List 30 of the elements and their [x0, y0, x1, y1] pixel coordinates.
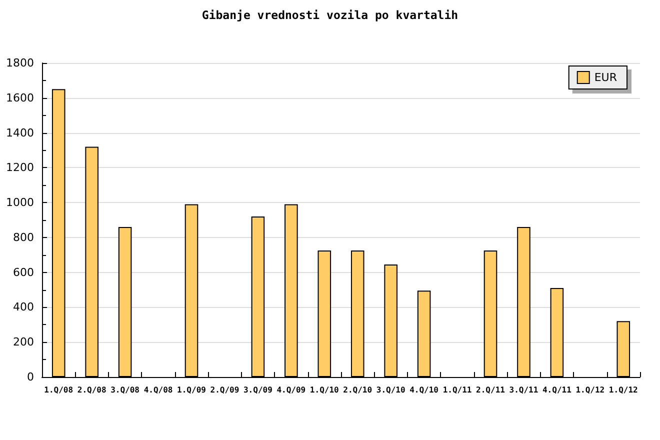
x-tick-label: 2.Q/09	[210, 386, 240, 394]
x-tick-label: 3.Q/11	[509, 386, 538, 394]
x-tick-label: 1.Q/09	[177, 386, 206, 394]
x-tick-label: 2.Q/10	[343, 386, 372, 394]
y-tick-label: 1400	[6, 126, 34, 140]
legend-label: EUR	[594, 71, 618, 84]
x-tick-label: 4.Q/08	[144, 386, 173, 394]
x-tick-label: 1.Q/12	[608, 386, 638, 394]
y-tick-label: 0	[27, 370, 34, 384]
x-tick-label: 1.Q/12	[576, 386, 605, 394]
y-tick-label: 600	[13, 266, 34, 279]
y-tick-label: 400	[13, 300, 34, 314]
y-tick-label: 800	[13, 230, 34, 244]
y-tick-label: 1600	[6, 91, 34, 104]
y-tick-label: 200	[13, 336, 34, 349]
x-tick-label: 1.Q/11	[442, 386, 472, 394]
x-tick-label: 1.Q/10	[310, 386, 340, 394]
chart-title: Gibanje vrednosti vozila po kvartalih	[202, 8, 458, 22]
x-tick-label: 2.Q/08	[77, 386, 106, 394]
x-tick-label: 4.Q/10	[410, 386, 439, 394]
x-tick-label: 3.Q/10	[376, 386, 406, 394]
x-tick-label: 4.Q/09	[276, 386, 306, 394]
y-tick-label: 1000	[6, 196, 34, 210]
y-tick-label: 1800	[6, 56, 34, 70]
y-tick-label: 1200	[6, 161, 34, 174]
x-tick-label: 2.Q/11	[476, 386, 506, 394]
x-tick-label: 4.Q/11	[542, 386, 572, 394]
x-tick-label: 3.Q/09	[243, 386, 273, 394]
x-tick-label: 1.Q/08	[44, 386, 74, 394]
x-tick-label: 3.Q/08	[110, 386, 140, 394]
